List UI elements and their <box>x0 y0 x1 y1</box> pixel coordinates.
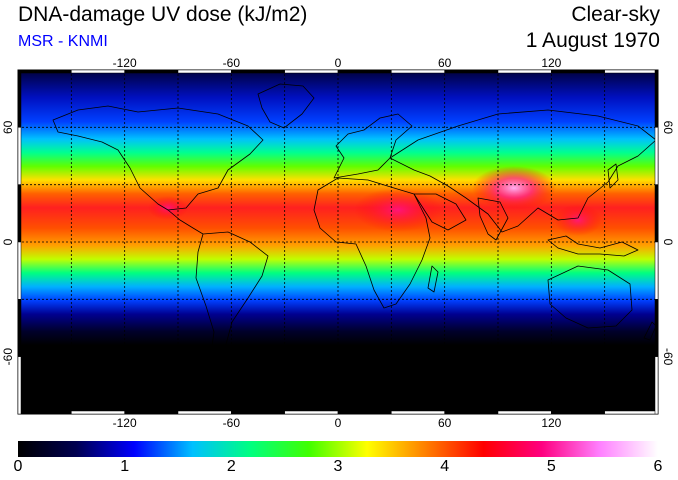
uv-hotspot-asia <box>554 204 602 236</box>
frame-bar <box>444 69 499 74</box>
frame-bar <box>391 410 445 415</box>
colorbar-tick-label: 1 <box>120 458 130 475</box>
africa-outline <box>313 177 431 309</box>
frame-bar <box>497 410 552 415</box>
colorbar <box>18 441 658 457</box>
longitude-label-top: 120 <box>541 56 561 70</box>
colorbar-tick-label: 5 <box>546 458 556 475</box>
madagascar-outline <box>427 265 439 293</box>
south-america-outline <box>195 231 269 371</box>
frame-bar <box>17 69 22 128</box>
institution-label: MSR - KNMI <box>18 33 108 50</box>
frame-bar <box>654 299 659 357</box>
coastlines <box>17 83 659 387</box>
sky-condition-label: Clear-sky <box>571 3 660 26</box>
new-zealand-outline <box>643 321 657 341</box>
colorbar-tick-label: 3 <box>333 458 343 475</box>
uv-dose-map: -120 -120 -60 -60 0 0 60 60 120 120 60 60 0 0 -60 -60 <box>1 56 675 430</box>
longitude-label-top: -120 <box>113 56 137 70</box>
frame-bar <box>337 410 392 415</box>
frame-bar <box>284 69 339 74</box>
frame-bar <box>17 241 22 300</box>
frame-bar <box>604 410 659 415</box>
frame-bar <box>17 184 22 243</box>
frame-bar <box>17 410 72 415</box>
longitude-label-top: 60 <box>438 56 452 70</box>
colorbar-gradient <box>18 441 658 457</box>
latitude-label-left: 0 <box>1 238 15 245</box>
frame-bar <box>444 410 499 415</box>
longitude-label-bottom: 120 <box>541 416 561 430</box>
frame-ticks <box>17 69 659 415</box>
frame-bar <box>551 69 605 74</box>
uv-hotspot-mexico <box>148 196 188 220</box>
colorbar-tick-label: 2 <box>226 458 236 475</box>
europe-outline <box>333 113 413 179</box>
longitude-label-top: 0 <box>335 56 342 70</box>
graticule <box>18 70 658 414</box>
frame-bar <box>71 69 125 74</box>
uv-hotspot-africa <box>354 188 442 232</box>
colorbar-tick-label: 6 <box>653 458 663 475</box>
frame-bar <box>17 69 72 74</box>
date-label: 1 August 1970 <box>525 29 660 52</box>
frame-bar <box>654 69 659 128</box>
longitude-label-bottom: -120 <box>113 416 137 430</box>
japan-outline <box>607 163 619 189</box>
longitude-label-bottom: -60 <box>223 416 241 430</box>
frame-bar <box>604 69 659 74</box>
frame-bar <box>497 69 552 74</box>
uv-hotspot-tibet <box>472 166 556 210</box>
frame-bar <box>177 410 232 415</box>
frame-bar <box>391 69 445 74</box>
frame-bar <box>17 356 22 415</box>
frame-bar <box>71 410 125 415</box>
frame-bar <box>177 69 232 74</box>
north-america-outline <box>52 105 264 211</box>
southeast-asia-islands-outline <box>547 235 639 257</box>
frame-bar <box>124 410 179 415</box>
colorbar-tick-labels: 0 1 2 3 4 5 6 <box>14 458 663 480</box>
frame-bar <box>17 299 22 357</box>
longitude-label-bottom: 0 <box>335 416 342 430</box>
frame-bar <box>654 127 659 185</box>
longitude-label-top: -60 <box>223 56 241 70</box>
colorbar-tick-label: 0 <box>13 458 23 475</box>
frame-bar <box>124 69 179 74</box>
australia-outline <box>547 265 633 329</box>
latitude-label-right: -60 <box>661 348 675 366</box>
frame-bar <box>231 69 285 74</box>
frame-bar <box>231 410 285 415</box>
axis-tick-labels: -120 -120 -60 -60 0 0 60 60 120 120 60 60 0 0 -60 -60 <box>1 56 675 430</box>
latitude-label-right: 60 <box>661 121 675 135</box>
latitude-label-left: 60 <box>1 120 15 134</box>
frame-bar <box>654 241 659 300</box>
frame-bar <box>551 410 605 415</box>
arabia-outline <box>413 193 467 231</box>
latitude-label-left: -60 <box>1 348 15 366</box>
india-outline <box>477 197 509 241</box>
frame-bar <box>17 127 22 185</box>
frame-bar <box>284 410 339 415</box>
longitude-label-bottom: 60 <box>438 416 452 430</box>
frame-bar <box>337 69 392 74</box>
title: DNA-damage UV dose (kJ/m2) <box>18 3 308 26</box>
greenland-outline <box>257 83 315 129</box>
asia-outline <box>389 109 657 233</box>
latitude-label-right: 0 <box>661 239 675 246</box>
colorbar-tick-label: 4 <box>440 458 450 475</box>
frame-bar <box>654 356 659 415</box>
central-america-outline <box>167 209 204 235</box>
frame-bar <box>654 184 659 243</box>
